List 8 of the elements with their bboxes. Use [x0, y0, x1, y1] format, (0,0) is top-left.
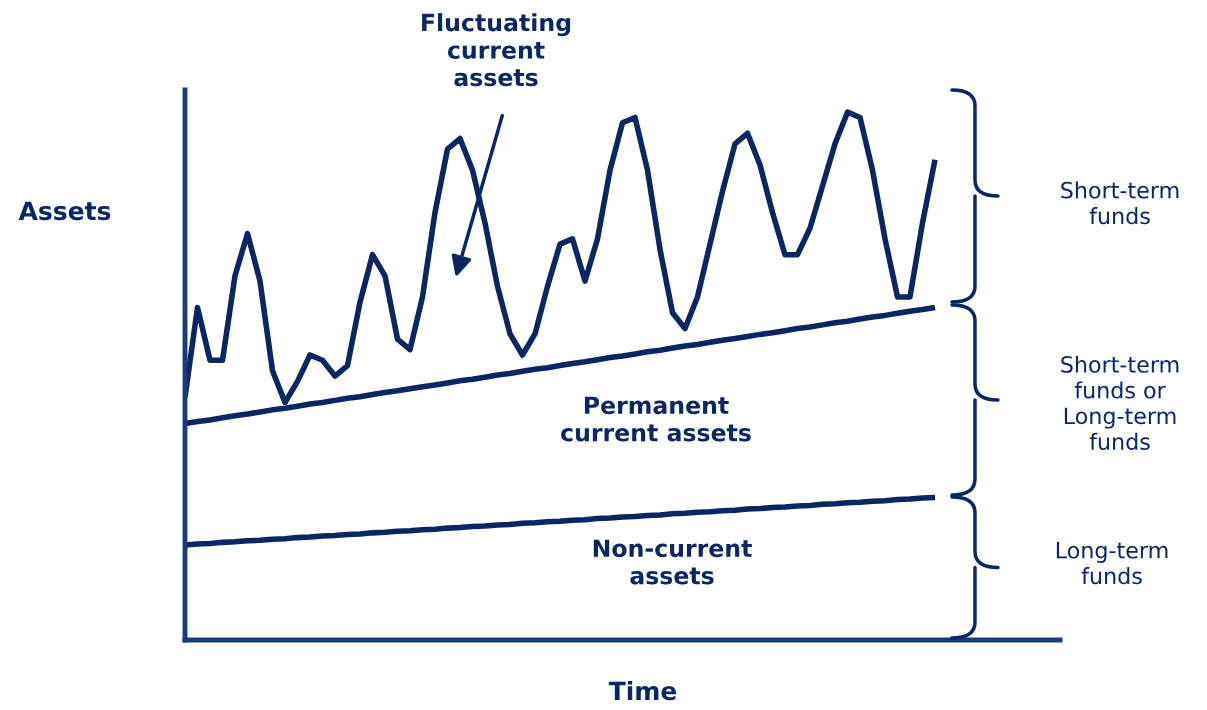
text: Short-term funds [1061, 181, 1179, 225]
text: Short-term funds or Long-term funds [1061, 355, 1179, 451]
y-axis-title: Assets [18, 201, 111, 221]
x-axis-title: Time [608, 680, 677, 701]
annotation: Long-term funds [1056, 542, 1168, 585]
annotation: Permanent current assets [561, 396, 751, 442]
annotation: Non-current assets [593, 539, 752, 585]
text: Fluctuating current assets [422, 13, 571, 87]
